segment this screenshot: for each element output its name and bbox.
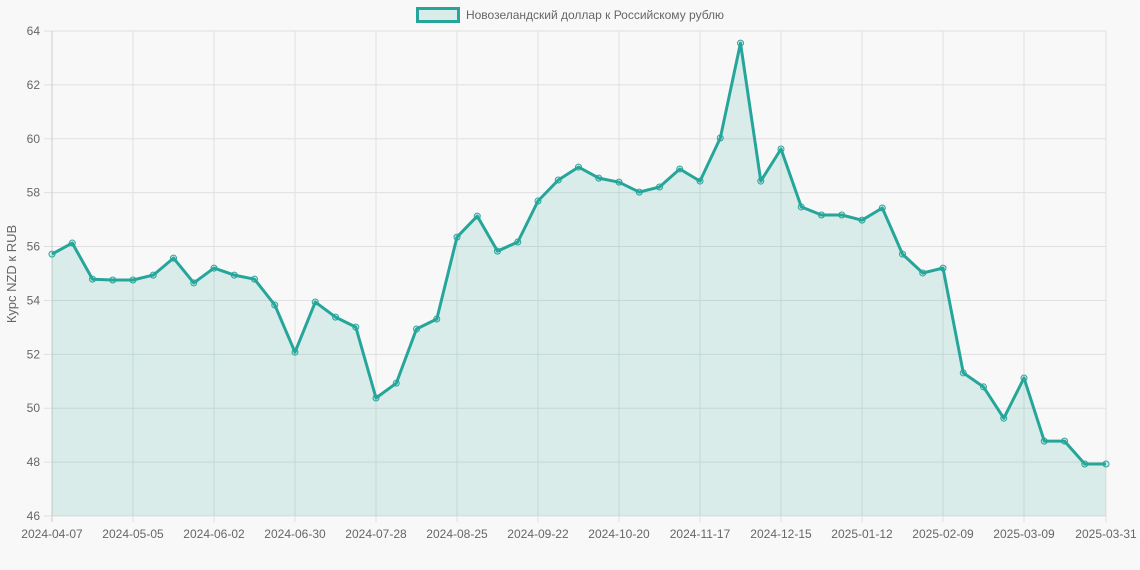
y-tick-label: 48	[27, 455, 41, 469]
data-point[interactable]	[534, 197, 542, 205]
data-point[interactable]	[797, 203, 805, 211]
data-points	[48, 39, 1110, 468]
x-tick-label: 2024-06-30	[264, 527, 326, 541]
data-point[interactable]	[919, 269, 927, 277]
data-point[interactable]	[494, 247, 501, 255]
data-point[interactable]	[838, 211, 846, 219]
x-tick-label: 2024-04-07	[21, 527, 83, 541]
data-point[interactable]	[716, 134, 724, 142]
x-tick-label: 2024-09-22	[507, 527, 569, 541]
x-tick-label: 2024-07-28	[345, 527, 407, 541]
data-point[interactable]	[48, 250, 56, 258]
data-point[interactable]	[1040, 437, 1048, 445]
y-axis-ticks: 46 48 50 52 54 56 58 60 62 64	[27, 24, 41, 523]
data-point[interactable]	[332, 313, 339, 321]
data-point[interactable]	[453, 233, 461, 241]
data-point[interactable]	[1000, 414, 1008, 422]
data-point[interactable]	[129, 276, 137, 284]
data-point[interactable]	[1081, 460, 1089, 468]
data-point[interactable]	[757, 177, 765, 185]
y-tick-label: 62	[27, 78, 41, 92]
data-point[interactable]	[109, 276, 117, 284]
data-point[interactable]	[190, 279, 198, 287]
y-tick-label: 58	[27, 186, 41, 200]
data-point[interactable]	[554, 176, 562, 184]
data-point[interactable]	[352, 323, 360, 331]
legend-swatch	[415, 7, 460, 23]
data-point[interactable]	[291, 348, 299, 356]
y-tick-label: 50	[27, 401, 41, 415]
x-tick-label: 2025-01-12	[831, 527, 893, 541]
x-tick-label: 2025-03-31	[1075, 527, 1137, 541]
data-point[interactable]	[615, 178, 623, 186]
data-point[interactable]	[777, 145, 785, 153]
x-axis-ticks: 2024-04-07 2024-05-05 2024-06-02 2024-06-30…	[21, 527, 1137, 541]
data-point[interactable]	[372, 394, 380, 402]
data-point[interactable]	[271, 301, 279, 309]
data-point[interactable]	[1020, 374, 1028, 382]
data-point[interactable]	[1061, 437, 1068, 445]
y-tick-label: 64	[27, 24, 41, 38]
chart-legend[interactable]: Новозеландский доллар к Российскому рубл…	[0, 7, 1140, 23]
area-fill	[52, 43, 1106, 516]
data-point[interactable]	[230, 271, 238, 279]
x-tick-label: 2025-03-09	[993, 527, 1055, 541]
data-point[interactable]	[737, 39, 744, 47]
data-point[interactable]	[311, 298, 319, 306]
x-tick-label: 2024-05-05	[102, 527, 164, 541]
data-point[interactable]	[68, 239, 76, 247]
y-tick-label: 52	[27, 347, 41, 361]
y-tick-label: 46	[27, 509, 41, 523]
data-point[interactable]	[149, 271, 157, 279]
y-tick-label: 54	[27, 293, 41, 307]
data-point[interactable]	[514, 238, 522, 246]
data-point[interactable]	[89, 275, 96, 283]
data-point[interactable]	[392, 379, 400, 387]
y-tick-label: 56	[27, 240, 41, 254]
data-point[interactable]	[878, 204, 886, 212]
data-point[interactable]	[858, 216, 866, 224]
legend-label: Новозеландский доллар к Российскому рубл…	[465, 8, 725, 22]
y-tick-label: 60	[27, 132, 41, 146]
data-point[interactable]	[696, 177, 704, 185]
grid-lines	[44, 30, 1107, 522]
x-tick-label: 2025-02-09	[912, 527, 974, 541]
data-line	[51, 41, 1106, 466]
data-point[interactable]	[575, 163, 582, 171]
data-point[interactable]	[959, 369, 967, 377]
x-tick-label: 2024-12-15	[750, 527, 812, 541]
data-point[interactable]	[818, 211, 825, 219]
data-point[interactable]	[899, 250, 906, 258]
data-point[interactable]	[251, 275, 258, 283]
x-tick-label: 2024-06-02	[183, 527, 245, 541]
data-point[interactable]	[595, 174, 603, 182]
data-point[interactable]	[676, 165, 684, 173]
y-axis-title: Курс NZD к RUB	[4, 225, 19, 323]
x-tick-label: 2024-08-25	[426, 527, 488, 541]
data-point[interactable]	[473, 212, 481, 220]
data-point[interactable]	[433, 315, 441, 323]
data-point[interactable]	[1102, 460, 1110, 468]
data-point[interactable]	[210, 264, 218, 272]
data-point[interactable]	[939, 264, 947, 272]
data-point[interactable]	[635, 188, 643, 196]
x-tick-label: 2024-10-20	[588, 527, 650, 541]
data-point[interactable]	[656, 183, 663, 191]
data-point[interactable]	[413, 325, 420, 333]
x-tick-label: 2024-11-17	[670, 527, 731, 541]
data-point[interactable]	[170, 254, 177, 262]
data-point[interactable]	[980, 383, 987, 391]
